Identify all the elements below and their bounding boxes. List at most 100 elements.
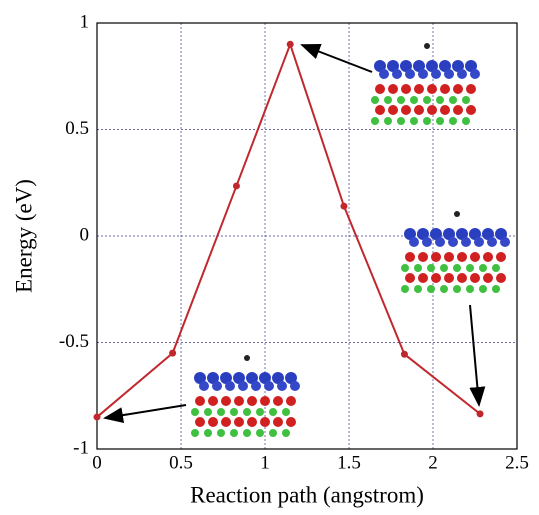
atom: [404, 228, 416, 240]
atom: [195, 396, 205, 406]
atom: [414, 285, 422, 293]
atom: [453, 84, 463, 94]
atom: [495, 228, 507, 240]
atom: [244, 355, 250, 361]
atom: [409, 237, 419, 247]
atom: [269, 429, 277, 437]
atom: [238, 381, 248, 391]
structure-inset: [371, 43, 480, 125]
atom: [453, 264, 461, 272]
atom: [286, 417, 296, 427]
plot-frame: [96, 22, 518, 450]
atom: [423, 96, 431, 104]
atom: [195, 417, 205, 427]
atom: [431, 252, 441, 262]
atom: [208, 396, 218, 406]
atom: [436, 96, 444, 104]
atom: [375, 84, 385, 94]
atom: [482, 228, 494, 240]
atom: [191, 408, 199, 416]
atom: [217, 429, 225, 437]
atom: [487, 237, 497, 247]
atom: [443, 228, 455, 240]
plot: [93, 40, 484, 421]
atom: [246, 372, 258, 384]
atom: [449, 117, 457, 125]
atom: [470, 69, 480, 79]
atom: [273, 396, 283, 406]
atom: [251, 381, 261, 391]
atom: [452, 60, 464, 72]
atom: [401, 105, 411, 115]
atom: [474, 237, 484, 247]
atom: [401, 84, 411, 94]
atom: [410, 96, 418, 104]
atom: [483, 273, 493, 283]
atom: [230, 408, 238, 416]
atom: [427, 264, 435, 272]
data-point: [400, 350, 408, 358]
atom: [285, 372, 297, 384]
atom: [440, 105, 450, 115]
atom: [418, 273, 428, 283]
y-tick-label: -0.5: [59, 331, 89, 352]
atom: [221, 396, 231, 406]
atom: [466, 105, 476, 115]
atom: [453, 285, 461, 293]
atom: [417, 228, 429, 240]
atom: [418, 252, 428, 262]
atom: [414, 84, 424, 94]
atom: [379, 69, 389, 79]
atom: [247, 396, 257, 406]
data-point: [232, 182, 240, 190]
arrow: [103, 404, 187, 424]
arrow: [300, 44, 373, 73]
atom: [462, 96, 470, 104]
structure-inset: [191, 355, 300, 437]
atom: [397, 117, 405, 125]
atom: [277, 381, 287, 391]
atom: [401, 285, 409, 293]
atom: [260, 396, 270, 406]
x-tick-label: 1: [260, 452, 270, 473]
structure-inset: [401, 211, 510, 293]
atom: [282, 429, 290, 437]
atom: [233, 372, 245, 384]
atom: [427, 285, 435, 293]
atom: [374, 60, 386, 72]
atom: [422, 237, 432, 247]
data-point: [340, 202, 348, 210]
atom: [440, 84, 450, 94]
atom: [453, 105, 463, 115]
atom: [392, 69, 402, 79]
atom: [387, 60, 399, 72]
atom: [221, 417, 231, 427]
atom: [466, 285, 474, 293]
atom: [207, 372, 219, 384]
atom: [225, 381, 235, 391]
x-tick-label: 1.5: [337, 452, 361, 473]
atom: [457, 252, 467, 262]
atom: [384, 117, 392, 125]
y-tick-label: -1: [73, 437, 89, 458]
atom: [220, 372, 232, 384]
atom: [260, 417, 270, 427]
atom: [194, 372, 206, 384]
atom: [400, 60, 412, 72]
atom: [427, 105, 437, 115]
atom: [204, 429, 212, 437]
atom: [479, 264, 487, 272]
atom: [199, 381, 209, 391]
atom: [440, 285, 448, 293]
atom: [375, 105, 385, 115]
atom: [424, 43, 430, 49]
atom: [264, 381, 274, 391]
x-tick-label: 2: [428, 452, 438, 473]
atom: [469, 228, 481, 240]
atom: [388, 105, 398, 115]
atom: [405, 69, 415, 79]
atom: [243, 429, 251, 437]
x-tick-label: 0: [92, 452, 102, 473]
atom: [479, 285, 487, 293]
